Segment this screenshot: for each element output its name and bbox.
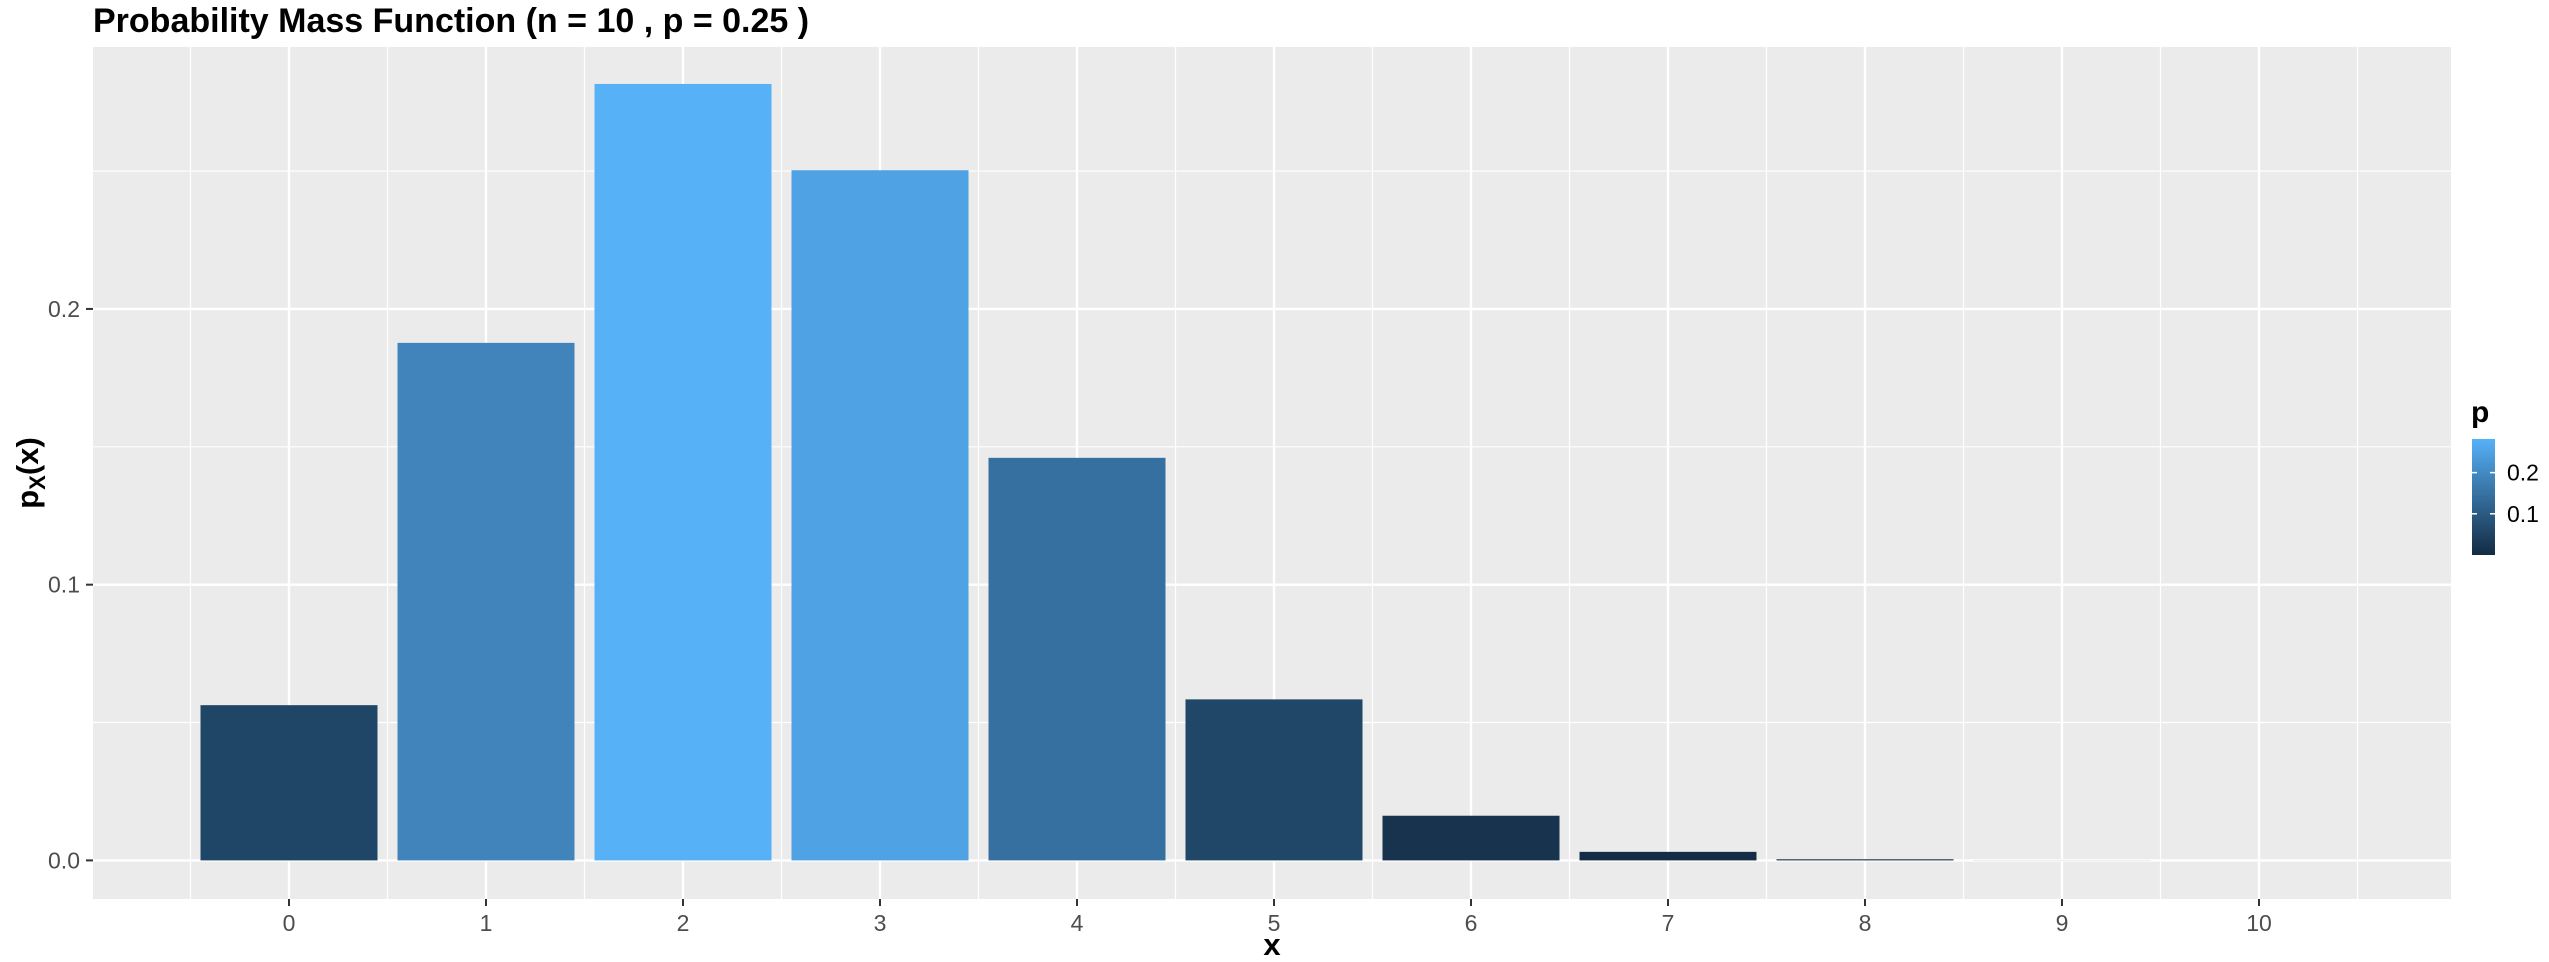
y-axis-title-tail: (x)	[10, 437, 45, 475]
x-axis-title: x	[1263, 927, 1281, 962]
bar-x-1	[397, 342, 575, 861]
legend-tick-label: 0.1	[2507, 501, 2539, 527]
y-tick-label: 0.2	[48, 296, 80, 322]
bar-x-7	[1579, 851, 1757, 861]
y-tick-label: 0.0	[48, 847, 80, 873]
x-axis-ticks: 0 1 2 3 4 5 6 7 8 9 10	[283, 899, 2272, 936]
y-axis-title: pX(x)	[10, 437, 50, 509]
legend-colorbar	[2472, 439, 2495, 555]
color-legend: p 0.1 0.2	[2471, 396, 2539, 555]
bar-x-0	[200, 705, 378, 861]
x-tick-label: 8	[1859, 910, 1872, 936]
x-tick-label: 2	[677, 910, 690, 936]
x-tick-label: 7	[1662, 910, 1675, 936]
bar-x-8	[1776, 859, 1954, 861]
y-tick-label: 0.1	[48, 572, 80, 598]
chart-title: Probability Mass Function (n = 10 , p = …	[93, 2, 810, 40]
y-axis-title-base: p	[10, 490, 45, 509]
x-tick-label: 4	[1071, 910, 1084, 936]
bar-x-5	[1185, 699, 1363, 861]
legend-tick-label: 0.2	[2507, 460, 2539, 486]
x-tick-label: 9	[2056, 910, 2069, 936]
x-tick-label: 1	[480, 910, 493, 936]
bar-x-4	[988, 457, 1166, 861]
bar-x-3	[791, 170, 969, 861]
x-tick-label: 10	[2246, 910, 2272, 936]
y-axis-title-sub: X	[25, 475, 50, 490]
legend-title: p	[2471, 396, 2489, 429]
x-tick-label: 5	[1268, 910, 1281, 936]
grid-minor	[93, 47, 2451, 899]
bar-x-2	[594, 83, 772, 861]
y-axis-ticks: 0.0 0.1 0.2	[48, 296, 93, 873]
x-tick-label: 3	[874, 910, 887, 936]
x-tick-label: 0	[283, 910, 296, 936]
bars	[200, 83, 2348, 861]
legend-ticks: 0.1 0.2	[2472, 460, 2539, 527]
x-tick-label: 6	[1465, 910, 1478, 936]
bar-x-6	[1382, 815, 1560, 861]
